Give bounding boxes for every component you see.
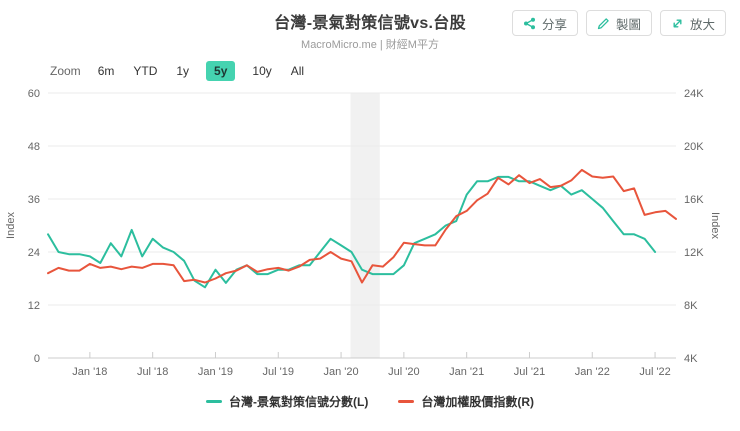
legend-item-0[interactable]: 台灣-景氣對策信號分數(L) — [206, 393, 368, 410]
y-axis-left-label: 12 — [28, 300, 40, 312]
pencil-icon — [597, 17, 610, 30]
series-line-1 — [47, 168, 677, 284]
legend: 台灣-景氣對策信號分數(L) 台灣加權股價指數(R) — [0, 393, 740, 410]
x-axis-label: Jan '21 — [449, 366, 484, 378]
x-axis-label: Jul '20 — [388, 366, 419, 378]
y-axis-left-label: 60 — [28, 88, 40, 100]
legend-swatch — [206, 400, 222, 403]
legend-label: 台灣-景氣對策信號分數(L) — [229, 395, 369, 409]
y-axis-left-title: Index — [5, 212, 17, 239]
toolbar: 分享 製圖 放大 — [511, 10, 726, 36]
range-selector-label: Zoom — [50, 64, 81, 78]
y-axis-left-label: 24 — [28, 247, 40, 259]
series-line-0 — [47, 175, 657, 289]
page-title: 台灣-景氣對策信號vs.台股 — [274, 15, 466, 32]
y-axis-right-label: 16K — [684, 194, 704, 206]
y-axis-right-label: 4K — [684, 353, 698, 365]
share-button-label: 分享 — [541, 17, 567, 32]
legend-label: 台灣加權股價指數(R) — [421, 395, 534, 409]
legend-item-1[interactable]: 台灣加權股價指數(R) — [398, 393, 534, 410]
range-option-10y[interactable]: 10y — [252, 64, 272, 78]
draw-chart-button[interactable]: 製圖 — [585, 10, 652, 36]
range-option-5y[interactable]: 5y — [206, 61, 236, 81]
source-subtitle: MacroMicro.me | 財經M平方 — [301, 39, 439, 51]
expand-button[interactable]: 放大 — [659, 10, 726, 36]
y-axis-left-label: 36 — [28, 194, 40, 206]
range-option-all[interactable]: All — [290, 64, 305, 78]
x-axis-label: Jul '19 — [263, 366, 294, 378]
range-option-6m[interactable]: 6m — [97, 64, 115, 78]
y-axis-right-label: 20K — [684, 141, 704, 153]
legend-swatch — [398, 400, 415, 403]
x-axis-label: Jan '20 — [323, 366, 358, 378]
expand-icon — [671, 17, 684, 30]
y-axis-right-label: 12K — [684, 247, 704, 259]
x-axis-label: Jan '18 — [72, 366, 107, 378]
y-axis-left-label: 48 — [28, 141, 40, 153]
x-axis-label: Jul '22 — [639, 366, 670, 378]
x-axis-label: Jan '22 — [575, 366, 610, 378]
x-axis-label: Jan '19 — [198, 366, 233, 378]
range-option-1y[interactable]: 1y — [176, 64, 190, 78]
share-icon — [523, 17, 536, 30]
expand-button-label: 放大 — [689, 17, 715, 32]
draw-chart-button-label: 製圖 — [615, 17, 641, 32]
y-axis-right-label: 8K — [684, 300, 698, 312]
y-axis-right-label: 24K — [684, 88, 704, 100]
y-axis-left-label: 0 — [34, 353, 40, 365]
recession-band — [350, 93, 380, 358]
range-option-ytd[interactable]: YTD — [133, 64, 158, 78]
y-axis-right-title: Index — [709, 212, 721, 239]
x-axis-label: Jul '18 — [137, 366, 168, 378]
range-selector: Zoom 6m YTD 1y 5y 10y All — [50, 61, 306, 81]
x-axis-label: Jul '21 — [514, 366, 545, 378]
share-button[interactable]: 分享 — [511, 10, 578, 36]
